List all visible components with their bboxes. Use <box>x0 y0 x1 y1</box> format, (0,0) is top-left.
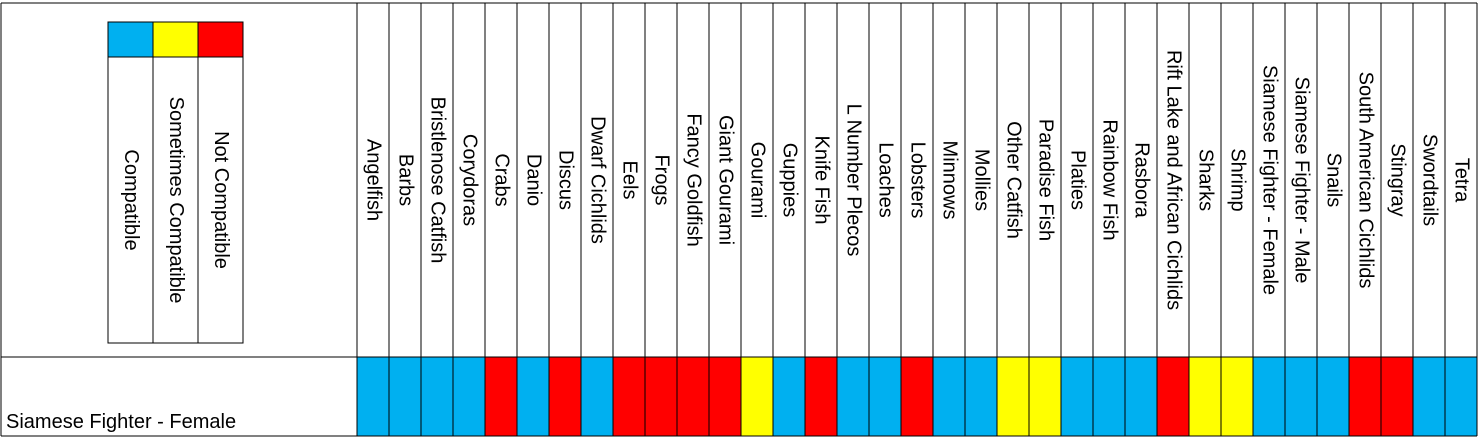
column-header: Discus <box>555 150 577 210</box>
column-header: Rift Lake and African Cichlids <box>1163 50 1185 310</box>
cell <box>1349 357 1381 436</box>
legend-label: Compatible <box>120 149 142 250</box>
cell <box>773 357 805 436</box>
column-header: Swordtails <box>1419 134 1441 226</box>
cell <box>709 357 741 436</box>
column-header: South American Cichlids <box>1355 72 1377 289</box>
column-header: Dwarf Cichlids <box>587 116 609 244</box>
column-header: Gourami <box>747 142 769 219</box>
column-header: Other Catfish <box>1003 121 1025 239</box>
column-header: L Number Plecos <box>843 104 865 257</box>
cell <box>933 357 965 436</box>
column-header: Crabs <box>491 153 513 206</box>
cell <box>1029 357 1061 436</box>
column-header: Frogs <box>651 154 673 205</box>
column-header: Lobsters <box>907 142 929 219</box>
cell <box>357 357 389 436</box>
cell <box>581 357 613 436</box>
legend-label: Not Compatible <box>210 131 232 269</box>
cell <box>677 357 709 436</box>
cell <box>837 357 869 436</box>
column-header: Stingray <box>1387 143 1409 216</box>
cell <box>421 357 453 436</box>
legend-swatch <box>107 21 154 58</box>
column-header: Angelfish <box>363 139 385 221</box>
cell <box>1445 357 1477 436</box>
cell <box>869 357 901 436</box>
cell <box>485 357 517 436</box>
column-header: Knife Fish <box>811 136 833 225</box>
column-header: Giant Gourami <box>715 115 737 245</box>
cell <box>1253 357 1285 436</box>
cell <box>549 357 581 436</box>
cell <box>1221 357 1253 436</box>
cell <box>997 357 1029 436</box>
cell <box>965 357 997 436</box>
cell <box>1157 357 1189 436</box>
column-header: Barbs <box>395 154 417 206</box>
legend-cell <box>197 56 244 344</box>
column-header: Platies <box>1067 150 1089 210</box>
cell <box>1125 357 1157 436</box>
cell <box>1189 357 1221 436</box>
cell <box>1413 357 1445 436</box>
cell <box>453 357 485 436</box>
cell <box>645 357 677 436</box>
column-header: Rasbora <box>1131 142 1153 218</box>
cell <box>1285 357 1317 436</box>
column-header: Siamese Fighter - Male <box>1291 77 1313 284</box>
column-header: Guppies <box>779 143 801 218</box>
cell <box>1381 357 1413 436</box>
column-header: Mollies <box>971 149 993 211</box>
column-header: Eels <box>619 161 641 200</box>
column-header: Tetra <box>1451 158 1473 203</box>
column-header: Corydoras <box>459 134 481 226</box>
cell <box>613 357 645 436</box>
column-header: Fancy Goldfish <box>683 113 705 246</box>
column-header: Minnows <box>939 141 961 220</box>
column-header: Rainbow Fish <box>1099 119 1121 240</box>
column-header: Shrimp <box>1227 148 1249 211</box>
cell <box>1061 357 1093 436</box>
cell <box>1093 357 1125 436</box>
cell <box>1317 357 1349 436</box>
legend-swatch <box>152 21 199 58</box>
column-header: Danio <box>523 154 545 206</box>
cell <box>901 357 933 436</box>
column-header: Paradise Fish <box>1035 119 1057 241</box>
row-label: Siamese Fighter - Female <box>6 411 236 433</box>
legend-label: Sometimes Compatible <box>165 97 187 304</box>
column-header: Sharks <box>1195 149 1217 211</box>
cell <box>517 357 549 436</box>
cell <box>805 357 837 436</box>
legend-swatch <box>197 21 244 58</box>
column-header: Bristlenose Catfish <box>427 97 449 264</box>
column-header: Snails <box>1323 153 1345 207</box>
cell <box>389 357 421 436</box>
column-header: Siamese Fighter - Female <box>1259 65 1281 295</box>
column-header: Loaches <box>875 142 897 218</box>
cell <box>741 357 773 436</box>
